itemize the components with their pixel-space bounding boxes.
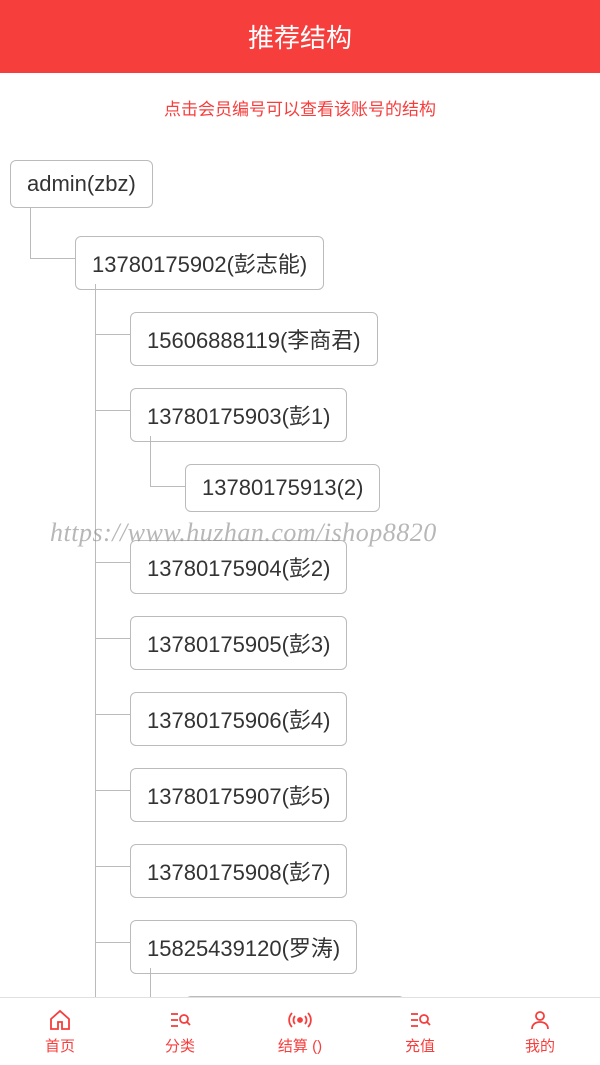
tree-node[interactable]: 13780175905(彭3) <box>130 616 347 670</box>
tree-node-root[interactable]: admin(zbz) <box>10 160 153 208</box>
nav-label: 我的 <box>525 1035 555 1056</box>
tree-connector <box>150 968 151 1000</box>
tree-connector <box>95 334 130 335</box>
tree-node[interactable]: 13780175907(彭5) <box>130 768 347 822</box>
tree-connector <box>95 284 96 1000</box>
nav-category[interactable]: 分类 <box>120 1007 240 1056</box>
nav-home[interactable]: 首页 <box>0 1007 120 1056</box>
list-search-icon <box>407 1007 433 1033</box>
tree-node[interactable]: 13780175906(彭4) <box>130 692 347 746</box>
instruction-text: 点击会员编号可以查看该账号的结构 <box>0 73 600 130</box>
tree-node[interactable]: 13780175908(彭7) <box>130 844 347 898</box>
watermark: https://www.huzhan.com/ishop8820 <box>50 518 437 548</box>
tree-connector <box>30 258 75 259</box>
tree-node[interactable]: 13780175913(2) <box>185 464 380 512</box>
nav-mine[interactable]: 我的 <box>480 1007 600 1056</box>
broadcast-icon <box>287 1007 313 1033</box>
nav-label: 首页 <box>45 1035 75 1056</box>
page-header: 推荐结构 <box>0 0 600 73</box>
user-icon <box>527 1007 553 1033</box>
tree-node[interactable]: 13780175903(彭1) <box>130 388 347 442</box>
tree-connector <box>150 436 151 486</box>
list-search-icon <box>167 1007 193 1033</box>
tree-connector <box>150 486 185 487</box>
tree-node[interactable]: 15606888119(李商君) <box>130 312 378 366</box>
page-title: 推荐结构 <box>248 23 352 53</box>
tree-container: admin(zbz) 13780175902(彭志能) 15606888119(… <box>0 130 600 1000</box>
nav-label: 结算 () <box>278 1035 322 1056</box>
nav-label: 充值 <box>405 1035 435 1056</box>
tree-connector <box>30 208 31 258</box>
tree-connector <box>95 410 130 411</box>
tree-node[interactable]: 15825439120(罗涛) <box>130 920 357 974</box>
tree-connector <box>95 942 130 943</box>
tree-connector <box>95 562 130 563</box>
tree-node[interactable]: 13780175902(彭志能) <box>75 236 324 290</box>
tree-connector <box>95 714 130 715</box>
bottom-nav: 首页 分类 结算 () <box>0 997 600 1065</box>
tree-node[interactable]: 13780175904(彭2) <box>130 540 347 594</box>
nav-label: 分类 <box>165 1035 195 1056</box>
nav-recharge[interactable]: 充值 <box>360 1007 480 1056</box>
tree-connector <box>95 866 130 867</box>
tree-connector <box>95 638 130 639</box>
home-icon <box>47 1007 73 1033</box>
tree-connector <box>95 790 130 791</box>
nav-settlement[interactable]: 结算 () <box>240 1007 360 1056</box>
